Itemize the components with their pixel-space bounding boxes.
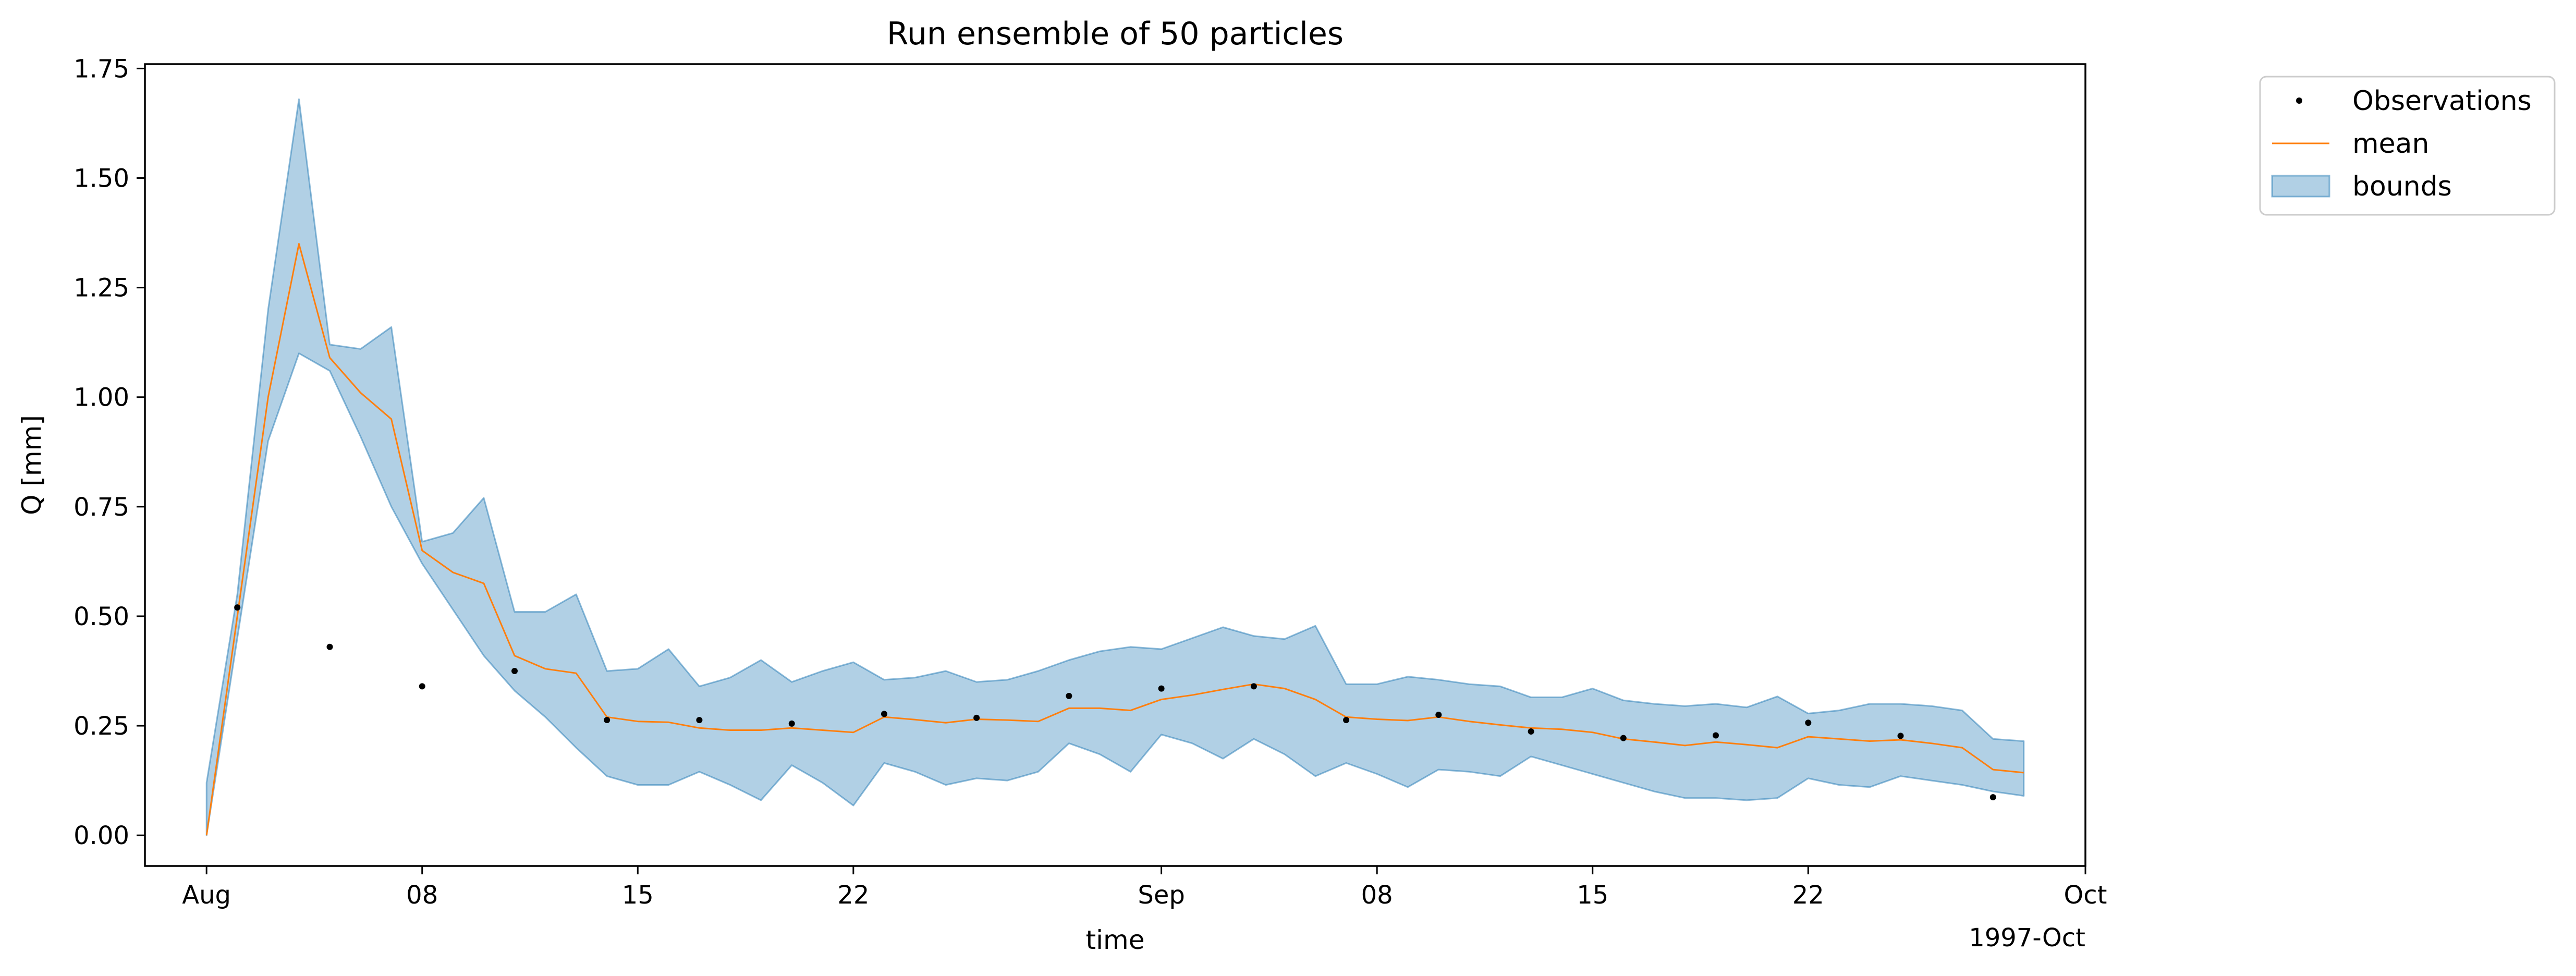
y-tick-label: 1.50 xyxy=(74,164,129,193)
y-axis: 0.00 0.25 0.50 0.75 1.00 1.25 1.50 1.75 xyxy=(74,54,145,850)
y-tick-label: 1.25 xyxy=(74,274,129,303)
observation-point xyxy=(1158,685,1165,692)
chart-title: Run ensemble of 50 particles xyxy=(887,16,1344,52)
x-axis: Aug 08 15 22 Sep 08 15 22 Oct xyxy=(182,866,2107,910)
x-tick-label: 15 xyxy=(1577,881,1608,910)
plot-frame xyxy=(144,63,2086,867)
x-axis-offset-label: 1997-Oct xyxy=(1969,923,2085,953)
y-tick-label: 0.00 xyxy=(74,821,129,850)
legend-frame xyxy=(2259,76,2556,216)
observation-point xyxy=(1250,683,1257,690)
x-tick-label: Oct xyxy=(2064,881,2107,910)
legend-bounds-patch xyxy=(2271,175,2330,198)
x-tick-label: Aug xyxy=(182,881,231,910)
plot-area xyxy=(205,98,2025,836)
observation-point xyxy=(234,604,241,611)
observation-point xyxy=(1066,692,1072,699)
observation-point xyxy=(1343,717,1350,724)
observation-point xyxy=(1528,728,1534,735)
observation-point xyxy=(973,714,980,721)
observation-point xyxy=(511,668,518,674)
y-axis-label: Q [mm] xyxy=(17,415,47,515)
x-axis-label: time xyxy=(1086,925,1145,955)
legend-bounds-label: bounds xyxy=(2352,171,2452,202)
legend-mean-label: mean xyxy=(2352,128,2429,160)
observation-point xyxy=(1989,794,1996,801)
observation-point xyxy=(1435,712,1442,718)
observation-point xyxy=(881,711,887,717)
observation-point xyxy=(696,717,703,724)
y-tick-label: 0.50 xyxy=(74,602,129,631)
legend-observations-marker xyxy=(2296,97,2302,104)
bounds-band xyxy=(205,98,2025,836)
x-tick-label: 08 xyxy=(406,881,438,910)
y-tick-label: 0.75 xyxy=(74,493,129,522)
legend-observations-label: Observations xyxy=(2352,86,2532,117)
observation-point xyxy=(1897,733,1904,739)
y-tick-label: 1.75 xyxy=(74,54,129,83)
observation-point xyxy=(326,643,333,650)
legend: Observations mean bounds xyxy=(2259,76,2556,216)
x-tick-label: 22 xyxy=(1792,881,1824,910)
x-tick-label: 15 xyxy=(622,881,654,910)
observation-point xyxy=(419,683,425,690)
x-tick-label: 22 xyxy=(837,881,869,910)
x-tick-label: 08 xyxy=(1361,881,1393,910)
observation-point xyxy=(1713,732,1719,739)
x-tick-label: Sep xyxy=(1138,881,1185,910)
y-tick-label: 0.25 xyxy=(74,712,129,741)
mean-line xyxy=(205,243,2024,836)
observation-point xyxy=(1620,735,1627,741)
observation-point xyxy=(788,720,795,727)
observation-point xyxy=(1805,719,1812,726)
y-tick-label: 1.00 xyxy=(74,383,129,412)
observation-point xyxy=(604,717,611,724)
